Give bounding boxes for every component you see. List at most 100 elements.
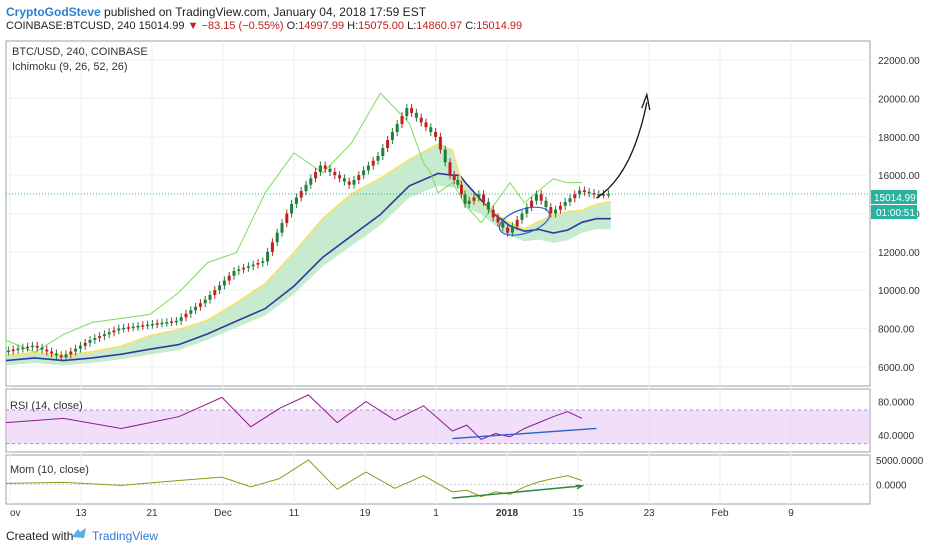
candle-body [424, 122, 428, 128]
candle-body [45, 349, 49, 352]
candle-body [294, 197, 298, 204]
rsi-tick-label: 80.0000 [878, 398, 915, 409]
price-tag: 15014.99 01:00:51 [871, 190, 917, 219]
candle-body [448, 162, 452, 176]
candle-body [366, 165, 370, 171]
candle-body [213, 290, 217, 295]
time-tick-label: Feb [711, 508, 729, 519]
candle-body [314, 171, 318, 179]
candle-body [30, 345, 34, 348]
chart-area[interactable]: 6000.008000.0010000.0012000.0014000.0016… [0, 38, 932, 520]
candle-body [54, 353, 58, 356]
candle-body [573, 194, 577, 199]
candle-body [309, 178, 313, 185]
candle-body [69, 351, 73, 355]
chart-svg[interactable]: 6000.008000.0010000.0012000.0014000.0016… [0, 38, 932, 520]
candle-body [189, 310, 193, 314]
price-tick-label: 6000.00 [878, 363, 915, 374]
candle-body [602, 194, 606, 196]
candle-body [592, 193, 596, 195]
change-value: ▼ −83.15 (−0.55%) [187, 20, 284, 32]
candle-body [376, 156, 380, 161]
price-tag-timer: 01:00:51 [876, 208, 915, 219]
candle-body [93, 338, 97, 340]
low-value: 14860.97 [416, 20, 463, 32]
mom-pane[interactable] [5, 454, 871, 505]
candle-body [160, 322, 164, 325]
publish-line: CryptoGodSteve published on TradingView.… [6, 5, 426, 19]
candle-body [482, 194, 486, 202]
conversion-line [5, 143, 611, 357]
candle-body [456, 179, 460, 185]
time-tick-label: ov [10, 508, 21, 519]
candle-body [304, 184, 308, 192]
candle-body [597, 194, 601, 196]
author-link[interactable]: CryptoGodSteve [6, 5, 101, 19]
candle-body [170, 321, 174, 323]
candle-body [568, 198, 572, 202]
time-tick-label: Dec [214, 508, 232, 519]
candle-body [520, 213, 524, 220]
candle-body [270, 242, 274, 252]
candle-body [506, 227, 510, 233]
candle-body [371, 160, 375, 166]
candle-body [150, 324, 154, 326]
legend-indicator: Ichimoku (9, 26, 52, 26) [12, 61, 128, 73]
price-tick-label: 20000.00 [878, 95, 920, 106]
candle-body [102, 334, 106, 337]
price-tick-label: 22000.00 [878, 56, 920, 67]
rsi-tick-label: 40.0000 [878, 431, 915, 442]
candle-body [419, 117, 423, 123]
time-tick-label: 23 [643, 508, 655, 519]
candle-body [21, 347, 25, 350]
candle-body [342, 178, 346, 182]
candle-body [496, 217, 500, 223]
rsi-line [5, 394, 583, 440]
time-tick-label: 1 [433, 508, 439, 519]
candle-body [467, 200, 471, 204]
candle-body [198, 303, 202, 307]
candle-body [74, 348, 78, 352]
candle-body [280, 223, 284, 233]
candle-body [459, 184, 463, 195]
time-tick-label: 13 [75, 508, 87, 519]
candle-body [338, 175, 342, 179]
candle-body [203, 299, 207, 304]
close-label: C: [465, 20, 477, 32]
lagging-line [5, 92, 583, 353]
candle-body [174, 320, 178, 323]
candle-body [227, 275, 231, 281]
ohlc-line: COINBASE:BTCUSD, 240 15014.99 ▼ −83.15 (… [6, 20, 522, 32]
price-tick-label: 8000.00 [878, 325, 915, 336]
mom-tick-label: 0.0000 [876, 480, 907, 491]
mom-line [5, 459, 583, 498]
published-text: published on TradingView.com, January 04… [104, 5, 427, 19]
ichimoku-cloud [6, 144, 611, 366]
price-tick-label: 12000.00 [878, 248, 920, 259]
candle-body [405, 108, 409, 117]
candle-body [290, 203, 294, 214]
candle-body [237, 269, 241, 271]
candle-body [246, 266, 250, 268]
candle-body [558, 205, 562, 210]
base-line [5, 172, 611, 362]
candle-body [318, 165, 322, 172]
tradingview-brand[interactable]: TradingView [92, 529, 159, 543]
candle-body [117, 328, 121, 331]
candle-body [410, 108, 414, 113]
candle-body [390, 132, 394, 141]
candle-body [83, 342, 87, 346]
candle-body [40, 347, 44, 350]
candle-body [26, 346, 30, 349]
candle-body [357, 175, 361, 180]
candle-body [534, 194, 538, 201]
candles [6, 104, 610, 362]
candle-body [50, 351, 54, 354]
mom-trendline [452, 485, 583, 499]
candle-body [501, 222, 505, 228]
projection-arrow-head [641, 92, 651, 111]
candle-body [218, 285, 222, 291]
candle-body [414, 112, 418, 118]
candle-body [381, 148, 385, 156]
candle-body [165, 322, 169, 324]
